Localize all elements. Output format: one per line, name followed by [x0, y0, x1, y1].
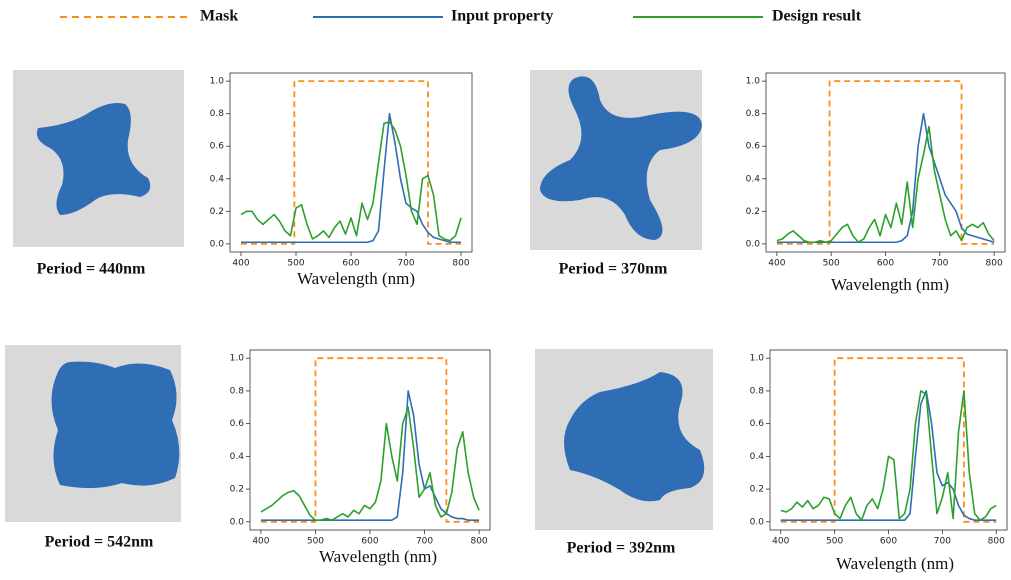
unit-cell-shape	[36, 103, 151, 215]
x-tick-label: 700	[931, 259, 948, 269]
period-caption: Period = 542nm	[45, 534, 154, 551]
y-tick-label: 0.6	[230, 419, 245, 429]
x-tick-label: 500	[823, 259, 840, 269]
y-tick-label: 0.2	[746, 207, 760, 217]
series-line	[780, 390, 997, 521]
series-line	[260, 390, 480, 521]
y-tick-label: 0.2	[230, 485, 244, 495]
y-tick-label: 1.0	[230, 354, 245, 364]
y-tick-label: 0.4	[230, 452, 245, 462]
series-line	[241, 112, 461, 244]
unit-cell-shape	[564, 372, 705, 502]
unit-cell-shape	[540, 76, 702, 240]
x-axis-label: Wavelength (nm)	[831, 275, 949, 294]
legend-label: Input property	[451, 8, 553, 25]
y-tick-label: 0.8	[210, 109, 225, 119]
x-tick-label: 500	[287, 259, 304, 269]
series-line	[780, 390, 997, 521]
x-axis-label: Wavelength (nm)	[297, 269, 415, 288]
y-tick-label: 1.0	[210, 77, 225, 87]
y-tick-label: 1.0	[746, 77, 761, 87]
y-tick-label: 0.0	[210, 239, 225, 249]
y-tick-label: 0.4	[746, 174, 761, 184]
x-axis-label: Wavelength (nm)	[319, 547, 437, 566]
x-tick-label: 600	[877, 259, 894, 269]
x-tick-label: 600	[342, 259, 359, 269]
y-tick-label: 0.0	[750, 517, 765, 527]
y-tick-label: 0.8	[230, 386, 245, 396]
x-tick-label: 800	[452, 259, 469, 269]
x-tick-label: 800	[986, 259, 1003, 269]
y-tick-label: 0.0	[230, 517, 245, 527]
legend-label: Design result	[772, 8, 862, 25]
x-tick-label: 700	[416, 537, 433, 547]
series-line	[241, 80, 461, 245]
x-tick-label: 700	[397, 259, 414, 269]
x-tick-label: 500	[826, 537, 843, 547]
x-tick-label: 400	[232, 259, 249, 269]
y-tick-label: 0.2	[750, 485, 764, 495]
y-tick-label: 1.0	[750, 354, 765, 364]
x-tick-label: 600	[880, 537, 897, 547]
unit-cell-shape	[51, 361, 180, 489]
x-tick-label: 400	[772, 537, 789, 547]
period-caption: Period = 392nm	[567, 540, 676, 557]
x-tick-label: 700	[934, 537, 951, 547]
y-tick-label: 0.0	[746, 239, 761, 249]
period-caption: Period = 370nm	[559, 261, 668, 278]
y-tick-label: 0.6	[210, 142, 225, 152]
x-tick-label: 400	[768, 259, 785, 269]
y-tick-label: 0.4	[750, 452, 765, 462]
y-tick-label: 0.6	[750, 419, 765, 429]
y-tick-label: 0.8	[750, 386, 765, 396]
series-line	[240, 121, 462, 242]
x-tick-label: 400	[252, 537, 269, 547]
x-tick-label: 500	[307, 537, 324, 547]
series-line	[260, 406, 480, 521]
y-tick-label: 0.8	[746, 109, 761, 119]
x-tick-label: 800	[470, 537, 487, 547]
y-tick-label: 0.2	[210, 207, 224, 217]
legend-label: Mask	[200, 8, 238, 25]
y-tick-label: 0.6	[746, 142, 761, 152]
series-line	[776, 125, 995, 244]
x-tick-label: 600	[361, 537, 378, 547]
x-tick-label: 800	[988, 537, 1005, 547]
series-line	[780, 357, 997, 523]
y-tick-label: 0.4	[210, 174, 225, 184]
series-line	[776, 80, 995, 245]
period-caption: Period = 440nm	[37, 261, 146, 278]
series-line	[260, 357, 480, 523]
x-axis-label: Wavelength (nm)	[836, 554, 954, 573]
